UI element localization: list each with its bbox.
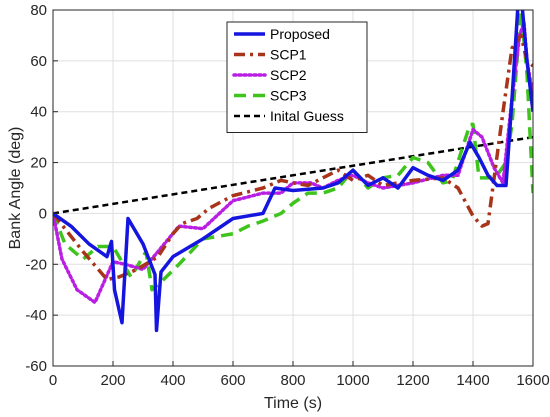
legend-label-proposed: Proposed <box>270 26 330 42</box>
x-axis-label: Time (s) <box>264 395 322 412</box>
series-line-scp1 <box>53 33 533 282</box>
y-tick-label: -40 <box>25 307 47 324</box>
legend-label-scp3: SCP3 <box>270 88 307 104</box>
x-tick-label: 800 <box>280 372 305 389</box>
series-layer <box>53 10 533 333</box>
series-line-inital-guess <box>53 135 533 215</box>
x-tick-label: 1600 <box>516 372 549 389</box>
y-tick-label: 40 <box>30 104 47 121</box>
y-tick-label: 60 <box>30 53 47 70</box>
x-tick-label: 600 <box>220 372 245 389</box>
y-tick-label: -60 <box>25 358 47 375</box>
x-tick-label: 1400 <box>456 372 489 389</box>
legend-label-inital-guess: Inital Guess <box>270 108 344 124</box>
legend: Proposed SCP1 SCP2 SCP3 Inital Guess <box>226 21 368 133</box>
x-tick-label: 400 <box>160 372 185 389</box>
y-tick-label: -20 <box>25 256 47 273</box>
x-tick-label: 200 <box>100 372 125 389</box>
legend-label-scp1: SCP1 <box>270 47 307 63</box>
x-tick-label: 1200 <box>396 372 429 389</box>
y-axis-label: Bank Angle (deg) <box>7 127 24 250</box>
legend-label-scp2: SCP2 <box>270 67 307 83</box>
legend-box <box>226 21 368 133</box>
y-tick-label: 80 <box>30 2 47 19</box>
x-tick-label: 1000 <box>336 372 369 389</box>
ticks: 0 200 400 600 800 1000 1200 1400 1600 -60 -40 -20 0 2… <box>25 2 549 389</box>
y-tick-label: 0 <box>39 205 47 222</box>
x-tick-label: 0 <box>49 372 57 389</box>
series-line-proposed <box>53 10 533 333</box>
y-tick-label: 20 <box>30 155 47 172</box>
